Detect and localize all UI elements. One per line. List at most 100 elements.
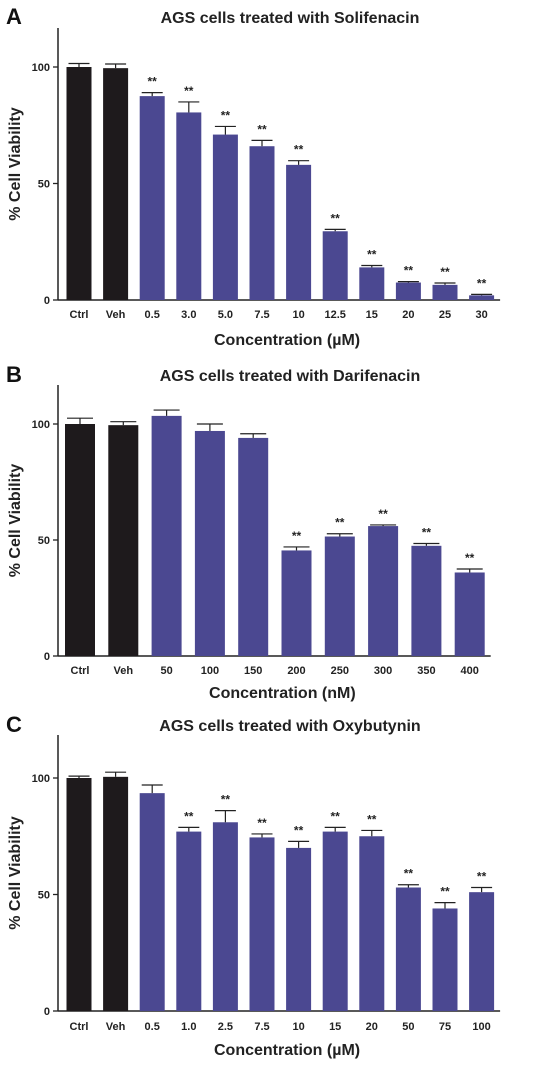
panel-a-title: AGS cells treated with Solifenacin — [161, 10, 420, 27]
panel-b-significance-label: ** — [378, 507, 388, 521]
panel-a-bar — [66, 67, 92, 300]
panel-b-x-axis-label: Concentration (nM) — [209, 685, 356, 702]
panel-a-significance-label: ** — [440, 265, 450, 279]
panel-b-category-label: Veh — [114, 665, 134, 677]
panel-b-category-label: 350 — [417, 665, 435, 677]
panel-a-category-label: 3.0 — [181, 309, 196, 321]
panel-c-category-label: 10 — [292, 1021, 304, 1033]
panel-a-bar — [249, 146, 275, 300]
panel-a-category-label: 25 — [439, 309, 451, 321]
panel-b-bar — [194, 430, 225, 656]
panel-c-category-label: 1.0 — [181, 1021, 196, 1033]
panel-c-category-label: Veh — [106, 1021, 126, 1033]
panel-a-category-label: 20 — [402, 309, 414, 321]
panel-c-category-label: 15 — [329, 1021, 341, 1033]
panel-a-y-tick-label: 100 — [32, 62, 50, 74]
panel-a-bar — [469, 295, 495, 300]
panel-a-bar — [139, 96, 165, 300]
panel-a-category-label: 5.0 — [218, 309, 233, 321]
panel-c-category-label: 100 — [472, 1021, 490, 1033]
panel-a: A AGS cells treated with Solifenacin 0 50 10… — [6, 4, 501, 349]
panel-a-category-label: 30 — [475, 309, 487, 321]
panel-c-category-label: 50 — [402, 1021, 414, 1033]
panel-c-significance-label: ** — [257, 816, 267, 830]
panel-c-bar — [212, 822, 238, 1011]
panel-b-category-label: 300 — [374, 665, 392, 677]
panel-c-significance-label: ** — [294, 823, 304, 837]
panel-b-bar — [108, 425, 139, 656]
panel-c-bar — [286, 847, 312, 1011]
panel-b-significance-label: ** — [292, 529, 302, 543]
panel-c-category-label: 75 — [439, 1021, 451, 1033]
panel-b-bar — [454, 572, 485, 656]
panel-a-y-tick-label: 0 — [44, 295, 50, 307]
panel-b-category-label: 250 — [331, 665, 349, 677]
panel-b-title: AGS cells treated with Darifenacin — [160, 368, 421, 385]
panel-a-bar — [176, 112, 202, 300]
panel-a-significance-label: ** — [331, 211, 341, 225]
panel-b-significance-label: ** — [422, 525, 432, 539]
panel-a-bar — [322, 231, 348, 300]
panel-b-bar — [411, 545, 442, 656]
panel-c-bar — [322, 831, 348, 1011]
panel-c-y-tick-label: 50 — [38, 890, 50, 902]
panel-c-significance-label: ** — [367, 812, 377, 826]
panel-a-significance-label: ** — [367, 248, 377, 262]
panel-c-bar — [103, 776, 129, 1011]
panel-a-significance-label: ** — [184, 84, 194, 98]
panel-c-y-tick-label: 100 — [32, 773, 50, 785]
panel-a-significance-label: ** — [257, 122, 267, 136]
panel-a-category-label: Ctrl — [70, 309, 89, 321]
panel-b-significance-label: ** — [465, 551, 475, 565]
panel-c-bar — [139, 793, 165, 1011]
panel-b-y-tick-label: 100 — [32, 419, 50, 431]
panel-b-bar — [238, 437, 269, 656]
panel-b-category-label: 50 — [160, 665, 172, 677]
panel-c-letter: C — [6, 712, 22, 737]
panel-a-category-label: Veh — [106, 309, 126, 321]
panel-a-bar — [359, 267, 385, 300]
panel-c-bar — [249, 837, 275, 1011]
panel-c-significance-label: ** — [184, 809, 194, 823]
panel-c: C AGS cells treated with Oxybutynin050100… — [6, 712, 501, 1059]
panel-a-y-tick-label: 50 — [38, 179, 50, 191]
panel-c-title: AGS cells treated with Oxybutynin — [159, 718, 420, 735]
panel-b-y-tick-label: 0 — [44, 651, 50, 663]
panel-c-y-axis-label: % Cell Viability — [7, 816, 24, 930]
panel-b-category-label: 150 — [244, 665, 262, 677]
panel-a-category-label: 10 — [292, 309, 304, 321]
panel-c-y-tick-label: 0 — [44, 1006, 50, 1018]
panel-c-category-label: 7.5 — [254, 1021, 269, 1033]
panel-c-significance-label: ** — [404, 867, 414, 881]
panel-b-letter: B — [6, 362, 22, 387]
panel-a-category-label: 12.5 — [324, 309, 345, 321]
panel-c-category-label: 2.5 — [218, 1021, 233, 1033]
panel-c-bar — [469, 892, 495, 1011]
panel-a-letter: A — [6, 4, 22, 29]
panel-a-category-label: 7.5 — [254, 309, 269, 321]
panel-c-bar — [432, 908, 458, 1011]
panel-a-y-axis-label: % Cell Viability — [7, 107, 24, 221]
panel-b-category-label: 200 — [287, 665, 305, 677]
panel-a-significance-label: ** — [404, 264, 414, 278]
panel-c-bar — [66, 778, 92, 1011]
panel-b-bar — [368, 526, 399, 656]
panel-b-bar — [281, 550, 312, 656]
panel-a-x-axis-label: Concentration (µM) — [214, 332, 360, 349]
panel-a-category-label: 0.5 — [145, 309, 160, 321]
panel-a-significance-label: ** — [294, 143, 304, 157]
panel-c-significance-label: ** — [440, 885, 450, 899]
panel-c-significance-label: ** — [221, 793, 231, 807]
panel-c-category-label: 20 — [366, 1021, 378, 1033]
panel-b-bar — [65, 424, 95, 656]
panel-a-bar — [212, 134, 238, 300]
panel-a-significance-label: ** — [221, 108, 231, 122]
panel-a-significance-label: ** — [148, 75, 158, 89]
panel-a-significance-label: ** — [477, 276, 487, 290]
panel-b-significance-label: ** — [335, 516, 345, 530]
panel-c-category-label: 0.5 — [145, 1021, 160, 1033]
panel-c-x-axis-label: Concentration (µM) — [214, 1042, 360, 1059]
panel-b-category-label: 400 — [461, 665, 479, 677]
panel-b-category-label: Ctrl — [71, 665, 90, 677]
